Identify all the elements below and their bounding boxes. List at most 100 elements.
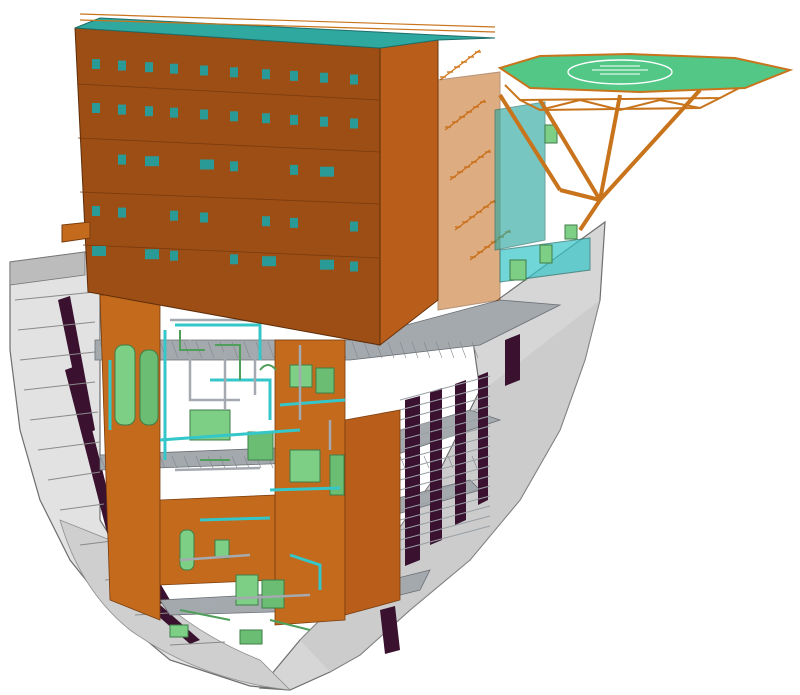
grating-bar (207, 455, 214, 469)
tank-2 (139, 349, 159, 426)
hull-deck-left (9, 251, 86, 286)
window (118, 154, 126, 165)
stiffener (399, 515, 491, 541)
side-equipment (509, 124, 578, 281)
grating-bar (351, 341, 359, 359)
helideck-icon (497, 52, 794, 94)
helideck-touchdown-circle (567, 59, 673, 85)
window (145, 156, 159, 167)
bulkheads (380, 334, 520, 654)
grating-bar (387, 341, 395, 359)
stiffener (399, 455, 491, 481)
grating-bar (471, 455, 478, 469)
window (200, 159, 214, 170)
window (145, 249, 159, 260)
stiffener (399, 375, 491, 401)
bulkhead-stiffeners (399, 375, 491, 551)
stiffener (399, 395, 491, 421)
window (290, 164, 298, 175)
window (262, 69, 270, 80)
grating-bar (267, 341, 275, 359)
window (262, 113, 270, 124)
window (118, 207, 126, 218)
window (200, 65, 208, 76)
stair-flight (439, 49, 481, 81)
grating-bar (231, 455, 238, 469)
grating-bar (411, 341, 419, 359)
grating-bar (423, 455, 430, 469)
window (290, 114, 298, 125)
hull-stiffeners-left (14, 291, 226, 646)
tank-3 (179, 529, 195, 571)
stiffener (399, 385, 491, 411)
window (350, 261, 358, 272)
grating-bar (171, 341, 179, 359)
window (262, 216, 270, 227)
block-front-face (74, 27, 381, 346)
stiffener (399, 485, 491, 511)
window (230, 67, 238, 78)
block-side-face (379, 39, 439, 347)
cyan-pipes (108, 323, 346, 590)
window (320, 72, 328, 83)
grating-bar (423, 341, 431, 359)
grating-bar (363, 341, 371, 359)
window (350, 221, 358, 232)
grating-bar (207, 341, 215, 359)
grating-bar (183, 455, 190, 469)
window (290, 70, 298, 81)
grating-bar (243, 455, 250, 469)
stiffener (399, 495, 491, 521)
window (92, 206, 100, 217)
stiffener (399, 445, 491, 471)
window (290, 217, 298, 228)
helideck-frame (504, 84, 746, 112)
grating-bar (459, 341, 467, 359)
window (92, 246, 106, 257)
grating-bar (471, 341, 479, 359)
window (118, 60, 126, 71)
window (145, 62, 153, 73)
window (170, 107, 178, 118)
wall-right-interior (344, 409, 401, 616)
stiffener (399, 415, 491, 441)
stiffener (399, 425, 491, 451)
window (350, 118, 358, 129)
window (230, 111, 238, 122)
window (320, 116, 328, 127)
stiffener (399, 405, 491, 431)
grating-bar (99, 455, 106, 469)
window (145, 106, 153, 117)
helideck-markings (592, 65, 648, 75)
grating-bar (159, 455, 166, 469)
block-windows (92, 59, 358, 272)
grey-pipes (170, 318, 332, 602)
block-floor-lines (76, 83, 381, 259)
machinery (108, 318, 346, 645)
accommodation-block (61, 13, 591, 347)
window (200, 212, 208, 223)
railing-icon (79, 13, 496, 33)
grating-bar (447, 341, 455, 359)
window (170, 63, 178, 74)
grating-bar (435, 341, 443, 359)
window (200, 109, 208, 120)
window (230, 161, 238, 172)
window (92, 59, 100, 70)
stiffener (399, 525, 491, 551)
grating-bar (195, 455, 202, 469)
grating-bar (171, 455, 178, 469)
tank-1 (114, 344, 136, 426)
window (170, 250, 178, 261)
side-walkways (61, 71, 591, 311)
window (118, 104, 126, 115)
block-roof (74, 17, 496, 49)
window (262, 256, 276, 267)
stiffener (399, 435, 491, 461)
grating-bar (243, 341, 251, 359)
stiffener (399, 465, 491, 491)
window (320, 166, 334, 177)
grating-bar (219, 455, 226, 469)
